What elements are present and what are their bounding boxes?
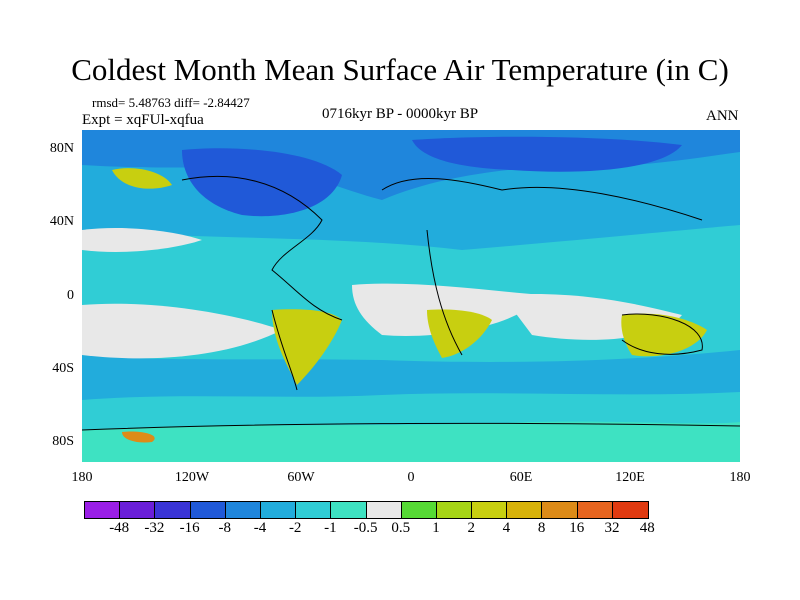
colorbar-swatch (612, 502, 648, 518)
period-label: 0716kyr BP - 0000kyr BP (322, 106, 479, 122)
lat-label: 0 (67, 288, 74, 303)
colorbar-label: 16 (569, 520, 585, 536)
lon-label: 180 (71, 470, 93, 485)
colorbar-label: 48 (639, 520, 655, 536)
colorbar-swatch (190, 502, 226, 518)
colorbar-label: -8 (218, 520, 232, 536)
colorbar-swatch (577, 502, 613, 518)
temperature-map (82, 130, 740, 462)
lon-label: 60W (287, 470, 315, 485)
colorbar-label: -2 (288, 520, 302, 536)
lat-label: 80N (49, 141, 74, 156)
colorbar-swatch (472, 502, 508, 518)
lat-label: 80S (52, 434, 74, 449)
lon-label: 60E (509, 470, 533, 485)
colorbar-label: -4 (253, 520, 267, 536)
lon-label: 180 (729, 470, 751, 485)
map-neutral-south-pacific (82, 303, 282, 359)
colorbar-label: 2 (467, 520, 475, 536)
colorbar-swatch (331, 502, 367, 518)
colorbar-swatch (155, 502, 191, 518)
map-neutral-north-pacific (82, 228, 202, 252)
stats-label: rmsd= 5.48763 diff= -2.84427 (92, 95, 250, 110)
season-label: ANN (706, 108, 739, 124)
colorbar-label: 32 (604, 520, 620, 536)
colorbar-label: -32 (144, 520, 165, 536)
map-warm-africa (427, 309, 492, 358)
colorbar-swatch (542, 502, 578, 518)
lon-label: 120W (174, 470, 210, 485)
lat-label: 40S (52, 361, 74, 376)
lat-label: 40N (49, 214, 74, 229)
colorbar-label: -1 (324, 520, 337, 536)
colorbar-label: -16 (179, 520, 200, 536)
map-warm-antarctic-coast (122, 431, 155, 443)
colorbar-label: 8 (537, 520, 546, 536)
colorbar-swatch (366, 502, 402, 518)
map-warm-alaska (112, 168, 172, 189)
colorbar (84, 501, 649, 519)
colorbar-swatch (507, 502, 543, 518)
colorbar-swatch (85, 502, 121, 518)
colorbar-label: -0.5 (353, 520, 378, 536)
lon-label: 0 (407, 470, 415, 485)
map-siberia-cold (412, 136, 682, 172)
colorbar-label: -48 (109, 520, 130, 536)
colorbar-swatch (436, 502, 473, 518)
chart-title: Coldest Month Mean Surface Air Temperatu… (71, 52, 729, 87)
colorbar-swatch (225, 502, 261, 518)
lon-label: 120E (615, 470, 645, 485)
map-antarctic-teal (82, 421, 740, 462)
colorbar-label: 1 (432, 520, 440, 536)
colorbar-swatch (260, 502, 297, 518)
colorbar-swatch (296, 502, 332, 518)
experiment-label: Expt = xqFUl-xqfua (82, 112, 204, 128)
map-coastlines (82, 175, 740, 431)
colorbar-label: 4 (502, 520, 511, 536)
colorbar-label: 0.5 (391, 520, 411, 536)
colorbar-swatch (120, 502, 156, 518)
colorbar-swatch (401, 502, 437, 518)
map-north-america-cold (182, 148, 342, 217)
